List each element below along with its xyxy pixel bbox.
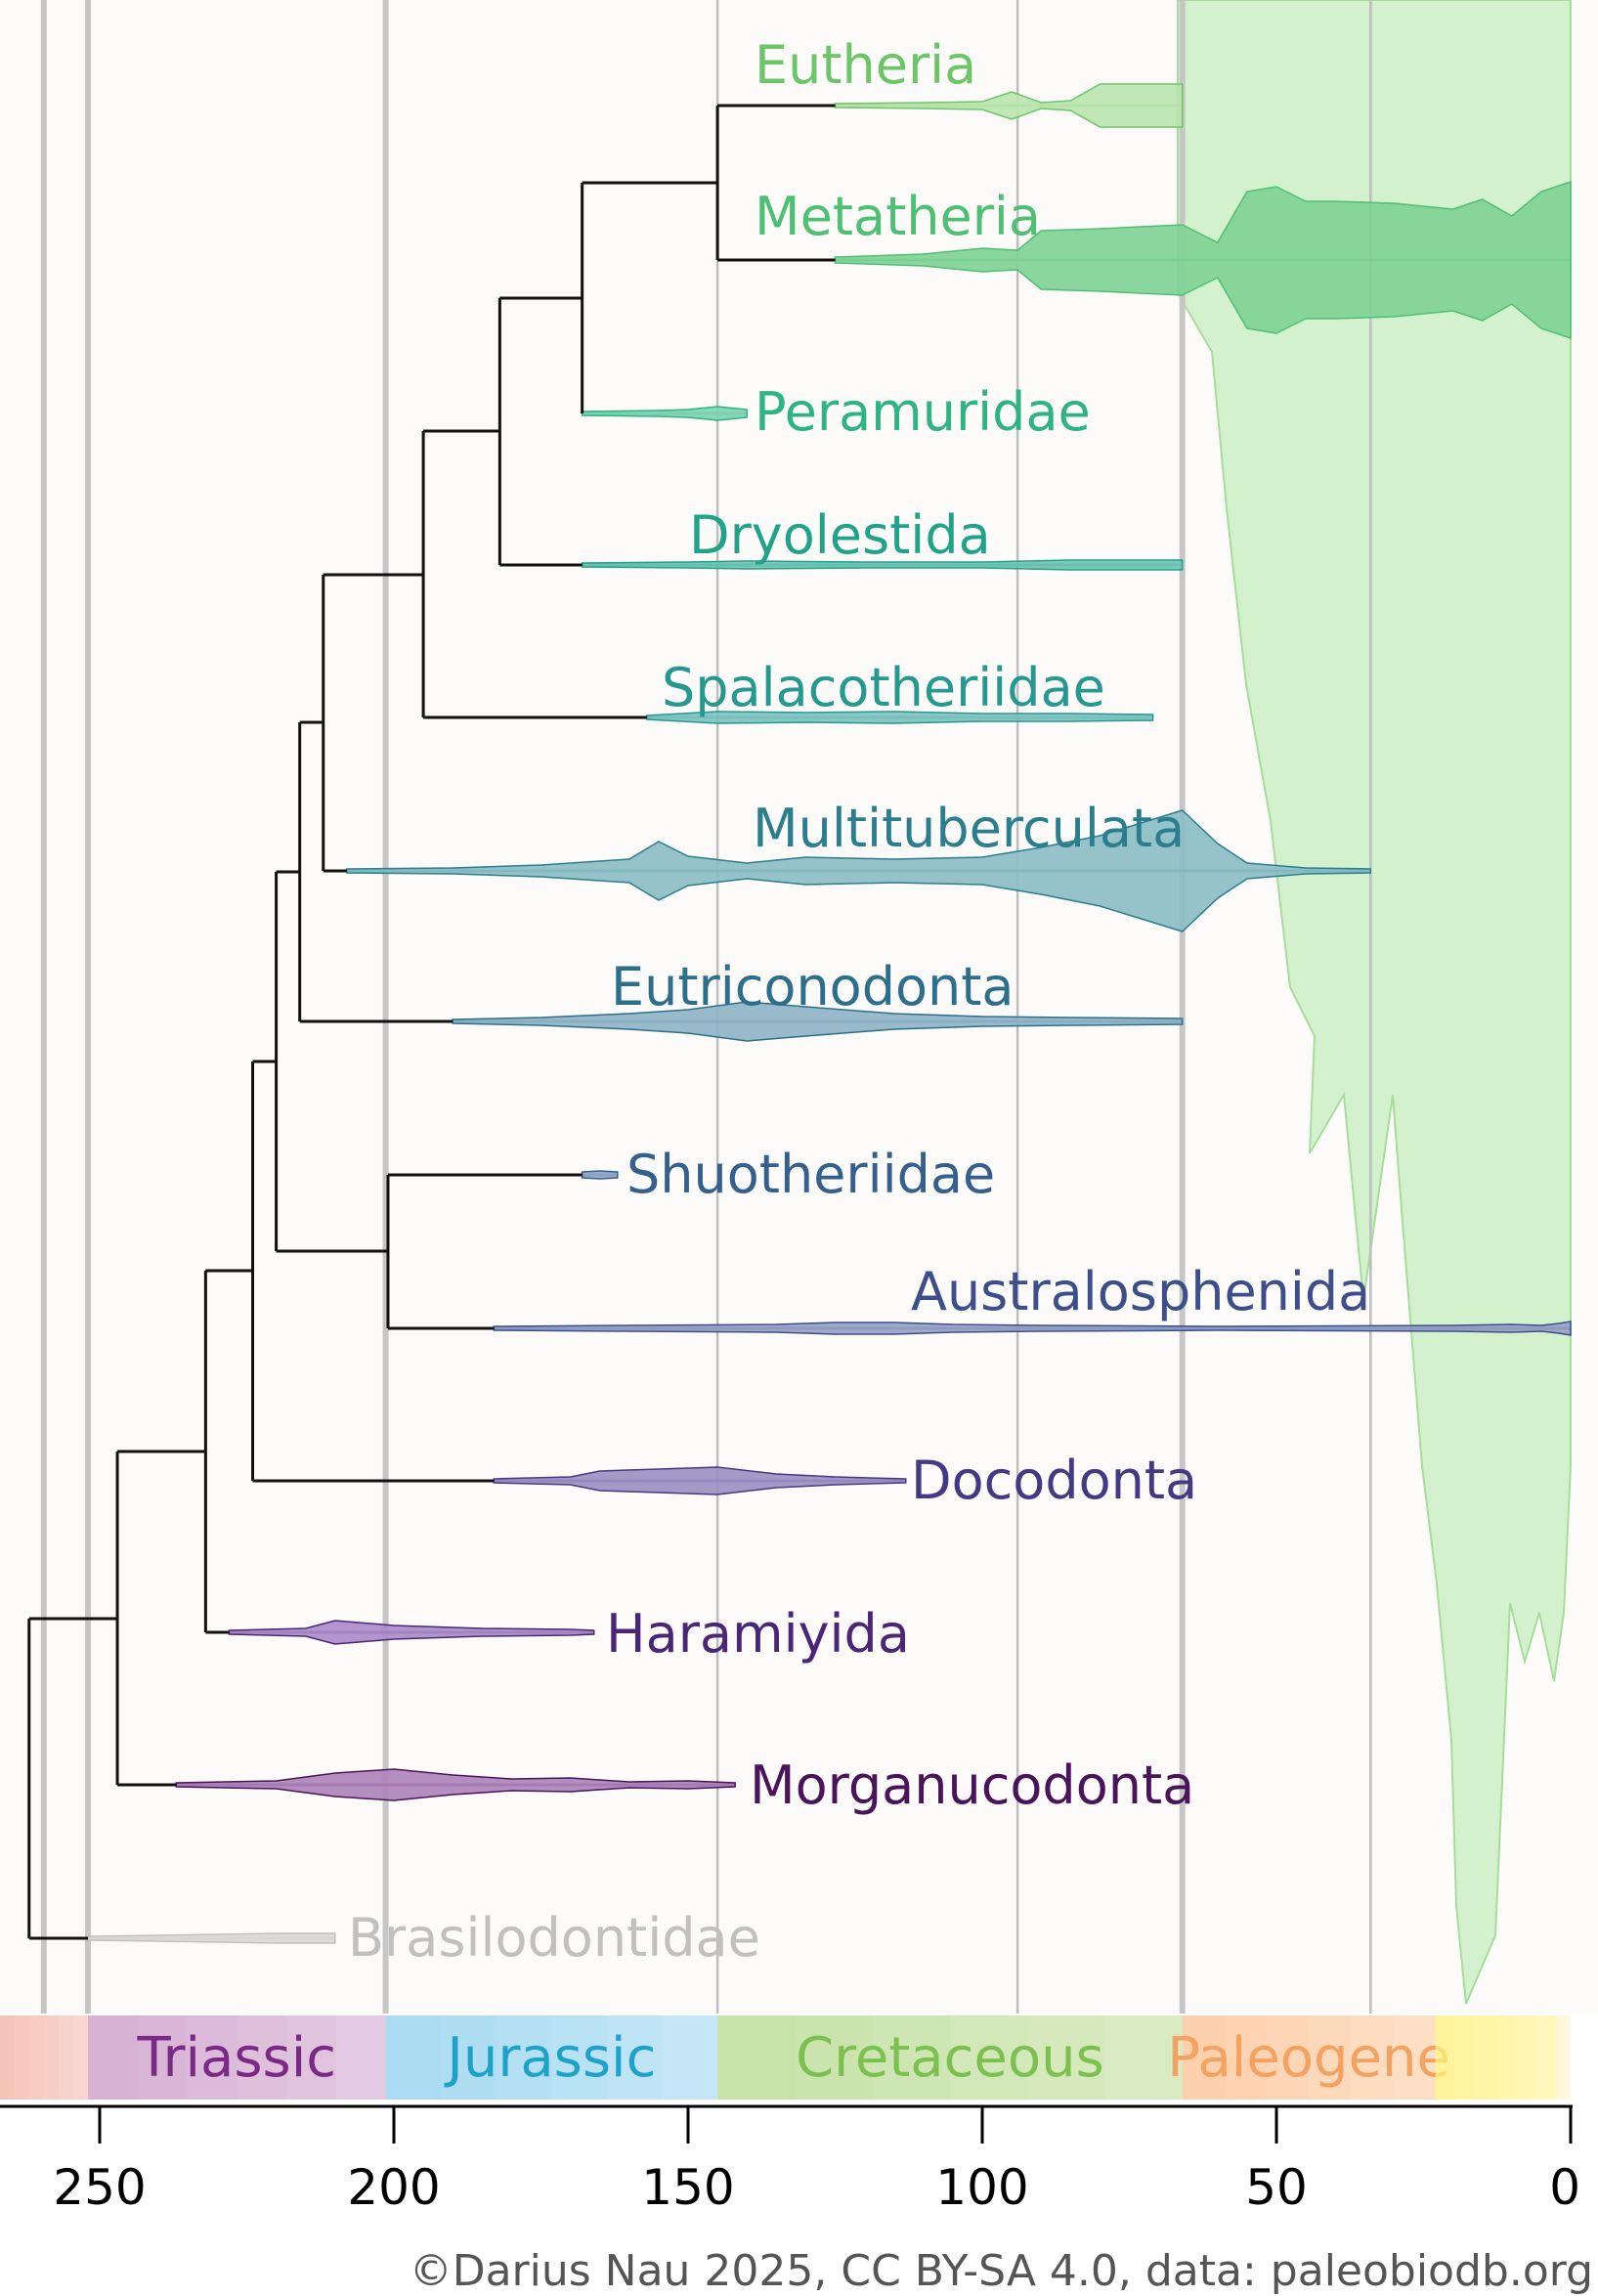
diversity-shape-haramiyida <box>228 1620 595 1645</box>
clade-label-brasilodontidae: Brasilodontidae <box>348 1907 760 1969</box>
stage-band-triassic-2 <box>187 2015 238 2100</box>
diversity-shape-dryolestida <box>581 559 1184 571</box>
stage-band-permian-3 <box>43 2015 59 2100</box>
stage-band-triassic-5 <box>335 2015 386 2100</box>
stage-band-quaternary-3 <box>1563 2015 1566 2100</box>
stage-band-permian-4 <box>58 2015 73 2100</box>
diversity-shape-eutriconodonta <box>452 1001 1184 1042</box>
clade-label-morganucodonta: Morganucodonta <box>750 1754 1194 1816</box>
period-label-jurassic: Jurassic <box>444 2026 656 2090</box>
clade-label-metatheria: Metatheria <box>755 186 1041 247</box>
stage-band-paleogene-4 <box>1351 2015 1394 2100</box>
time-boundary-lines <box>40 0 1372 2014</box>
axis-tick-label-0: 0 <box>1549 2159 1580 2216</box>
mammalia-diversity-area <box>1177 0 1572 2005</box>
diversity-shape-peramuridae <box>581 406 748 421</box>
stage-band-jurassic-4 <box>606 2015 663 2100</box>
stage-band-neogene-4 <box>1515 2015 1535 2100</box>
diversity-shape-australosphenida <box>493 1321 1572 1336</box>
time-axis: 250 200 150 100 50 0 <box>0 2104 1580 2216</box>
stage-band-paleogene-2 <box>1266 2015 1310 2100</box>
stage-band-neogene-0 <box>1436 2015 1455 2100</box>
axis-tick-label-100: 100 <box>935 2159 1028 2216</box>
clade-label-eutheria: Eutheria <box>755 34 976 96</box>
stage-band-cretaceous-5 <box>1104 2015 1183 2100</box>
axis-tick-label-250: 250 <box>53 2159 146 2216</box>
clade-label-multituberculata: Multituberculata <box>753 798 1185 859</box>
stage-band-triassic-1 <box>137 2015 188 2100</box>
period-band-paleogene <box>1182 2015 1436 2100</box>
stage-band-jurassic-0 <box>386 2015 442 2100</box>
stage-band-jurassic-3 <box>551 2015 607 2100</box>
axis-tick-label-150: 150 <box>641 2159 734 2216</box>
stage-band-triassic-3 <box>237 2015 287 2100</box>
stage-band-paleogene-1 <box>1224 2015 1267 2100</box>
diversity-shape-morganucodonta <box>175 1768 736 1801</box>
stage-band-cretaceous-1 <box>795 2015 873 2100</box>
period-band-quaternary <box>1555 2015 1571 2100</box>
stage-band-quaternary-4 <box>1565 2015 1569 2100</box>
geologic-timescale: Triassic Jurassic Cretaceous Paleogene <box>0 2015 1571 2100</box>
stage-band-permian-1 <box>14 2015 29 2100</box>
stage-band-quaternary-5 <box>1568 2015 1571 2100</box>
stage-band-neogene-5 <box>1534 2015 1556 2100</box>
diversity-shape-docodonta <box>493 1466 907 1495</box>
stage-band-neogene-3 <box>1494 2015 1516 2100</box>
credit-line: ©Darius Nau 2025, CC BY-SA 4.0, data: pa… <box>410 2246 1593 2296</box>
stage-band-triassic-4 <box>286 2015 336 2100</box>
diversity-shape-spalacotheriidae <box>646 711 1154 724</box>
diversity-shape-multituberculata <box>346 809 1372 932</box>
stage-band-neogene-1 <box>1455 2015 1476 2100</box>
axis-tick-label-50: 50 <box>1245 2159 1308 2216</box>
stage-band-quaternary-2 <box>1560 2015 1564 2100</box>
diversity-shape-brasilodontidae <box>87 1932 336 1944</box>
stage-band-jurassic-2 <box>496 2015 552 2100</box>
clade-label-eutriconodonta: Eutriconodonta <box>611 956 1015 1018</box>
clade-ranges <box>87 83 1572 1944</box>
stage-band-paleogene-5 <box>1393 2015 1436 2100</box>
stage-band-quaternary-1 <box>1557 2015 1561 2100</box>
clade-label-spalacotheriidae: Spalacotheriidae <box>662 657 1105 718</box>
stage-band-permian-0 <box>0 2015 15 2100</box>
cladogram-tree <box>27 104 836 1940</box>
stage-band-jurassic-5 <box>662 2015 718 2100</box>
diversity-shape-metatheria <box>834 180 1572 340</box>
diversity-shape-shuotheriidae <box>581 1170 619 1180</box>
period-label-triassic: Triassic <box>136 2026 336 2090</box>
stage-band-cretaceous-2 <box>872 2015 950 2100</box>
period-band-jurassic <box>385 2015 718 2100</box>
clade-label-shuotheriidae: Shuotheriidae <box>626 1144 995 1205</box>
stage-band-cretaceous-3 <box>949 2015 1028 2100</box>
period-label-paleogene: Paleogene <box>1167 2026 1450 2090</box>
period-band-triassic <box>87 2015 386 2100</box>
clade-label-australosphenida: Australosphenida <box>911 1261 1370 1322</box>
clade-label-docodonta: Docodonta <box>911 1450 1197 1511</box>
period-band-neogene <box>1435 2015 1556 2100</box>
axis-tick-label-200: 200 <box>347 2159 440 2216</box>
stage-band-permian-5 <box>72 2015 88 2100</box>
stage-band-cretaceous-0 <box>717 2015 795 2100</box>
period-label-cretaceous: Cretaceous <box>796 2026 1104 2090</box>
stage-band-jurassic-1 <box>441 2015 497 2100</box>
diversity-shape-eutheria <box>834 83 1184 128</box>
stage-band-neogene-2 <box>1475 2015 1495 2100</box>
stage-band-paleogene-3 <box>1309 2015 1352 2100</box>
period-band-cretaceous <box>717 2015 1183 2100</box>
clade-label-dryolestida: Dryolestida <box>689 504 991 566</box>
clade-labels: Eutheria Metatheria Peramuridae Dryolestida… <box>348 34 1370 1969</box>
stage-band-permian-2 <box>28 2015 44 2100</box>
period-band-permian <box>0 2015 88 2100</box>
stage-band-cretaceous-4 <box>1027 2015 1105 2100</box>
stage-band-triassic-0 <box>88 2015 138 2100</box>
mammalia-envelope <box>1177 0 1572 2005</box>
clade-label-haramiyida: Haramiyida <box>606 1603 910 1665</box>
clade-label-peramuridae: Peramuridae <box>755 381 1091 443</box>
stage-band-quaternary-0 <box>1555 2015 1558 2100</box>
